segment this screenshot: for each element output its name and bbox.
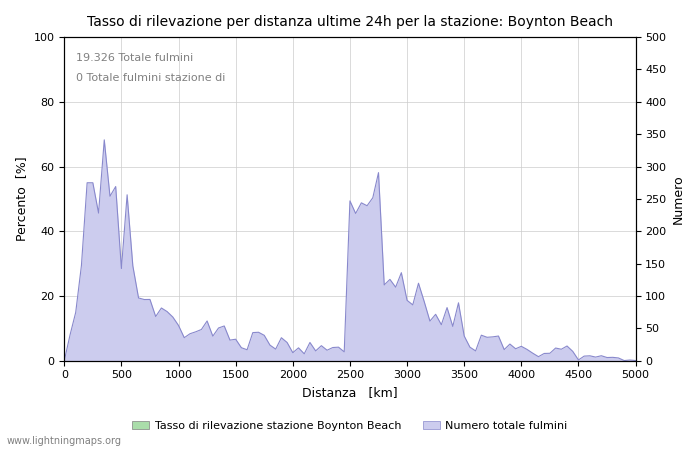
Text: 19.326 Totale fulmini: 19.326 Totale fulmini xyxy=(76,53,193,63)
Text: 0 Totale fulmini stazione di: 0 Totale fulmini stazione di xyxy=(76,73,225,83)
Title: Tasso di rilevazione per distanza ultime 24h per la stazione: Boynton Beach: Tasso di rilevazione per distanza ultime… xyxy=(87,15,613,29)
Y-axis label: Percento  [%]: Percento [%] xyxy=(15,157,28,241)
X-axis label: Distanza   [km]: Distanza [km] xyxy=(302,386,398,399)
Y-axis label: Numero: Numero xyxy=(672,174,685,224)
Text: www.lightningmaps.org: www.lightningmaps.org xyxy=(7,436,122,446)
Legend: Tasso di rilevazione stazione Boynton Beach, Numero totale fulmini: Tasso di rilevazione stazione Boynton Be… xyxy=(128,417,572,436)
